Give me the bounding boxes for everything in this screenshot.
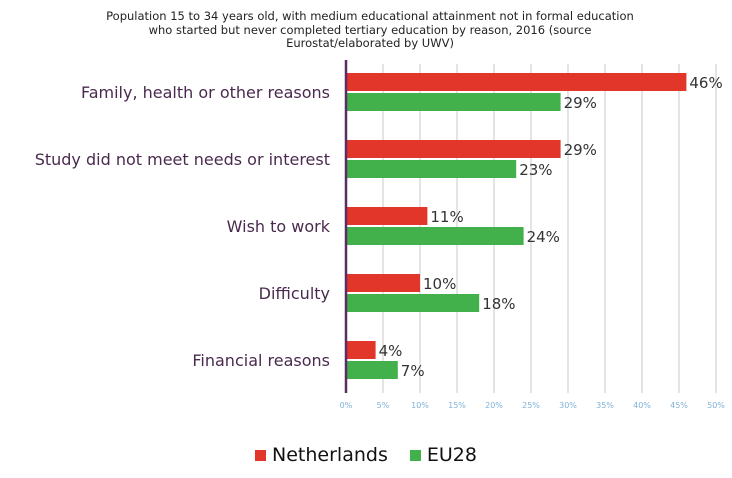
x-tick-label-0: 0% [340,401,353,410]
bar-eu28-financial-reasons [346,361,398,379]
bar-netherlands-difficulty [346,274,420,292]
category-label-financial-reasons: Financial reasons [192,351,330,370]
category-label-study-did-not-meet-needs-or-interest: Study did not meet needs or interest [35,150,330,169]
category-label-difficulty: Difficulty [259,284,330,303]
x-tick-label-25: 25% [522,401,540,410]
bar-netherlands-financial-reasons [346,341,376,359]
legend-label-netherlands: Netherlands [272,444,388,466]
x-tick-label-35: 35% [596,401,614,410]
bar-eu28-study-did-not-meet-needs-or-interest [346,160,517,178]
bar-netherlands-family-health-or-other-reasons [346,73,687,91]
value-label-eu28-family-health-or-other-reasons: 29% [564,94,597,112]
bar-eu28-wish-to-work [346,227,524,245]
title-line-2: who started but never completed tertiary… [148,22,592,37]
value-label-eu28-wish-to-work: 24% [527,228,560,246]
value-label-netherlands-financial-reasons: 4% [379,342,403,360]
value-label-netherlands-study-did-not-meet-needs-or-interest: 29% [564,141,597,159]
bar-netherlands-wish-to-work [346,207,428,225]
legend: Netherlands EU28 [0,444,732,466]
value-label-netherlands-family-health-or-other-reasons: 46% [689,74,722,92]
x-tick-label-30: 30% [559,401,577,410]
legend-item-netherlands: Netherlands [255,444,388,466]
x-tick-label-50: 50% [707,401,725,410]
chart-title: Population 15 to 34 years old, with medi… [60,9,680,51]
bar-eu28-family-health-or-other-reasons [346,93,561,111]
value-label-eu28-difficulty: 18% [482,295,515,313]
value-label-netherlands-wish-to-work: 11% [430,208,463,226]
title-line-1: Population 15 to 34 years old, with medi… [106,9,634,23]
bar-eu28-difficulty [346,294,480,312]
x-tick-label-40: 40% [633,401,651,410]
legend-swatch-eu28 [409,449,421,461]
title-line-3: Eurostat/elaborated by UWV) [286,36,454,50]
legend-label-eu28: EU28 [426,444,477,466]
legend-item-eu28: EU28 [409,444,477,466]
value-label-netherlands-difficulty: 10% [423,275,456,293]
legend-swatch-netherlands [255,449,267,461]
x-tick-label-15: 15% [448,401,466,410]
category-label-family-health-or-other-reasons: Family, health or other reasons [81,83,330,102]
category-label-wish-to-work: Wish to work [227,217,331,236]
x-tick-label-5: 5% [377,401,390,410]
value-label-eu28-financial-reasons: 7% [401,362,425,380]
value-label-eu28-study-did-not-meet-needs-or-interest: 23% [519,161,552,179]
x-tick-label-45: 45% [670,401,688,410]
x-tick-label-20: 20% [485,401,503,410]
bar-netherlands-study-did-not-meet-needs-or-interest [346,140,561,158]
x-tick-label-10: 10% [411,401,429,410]
